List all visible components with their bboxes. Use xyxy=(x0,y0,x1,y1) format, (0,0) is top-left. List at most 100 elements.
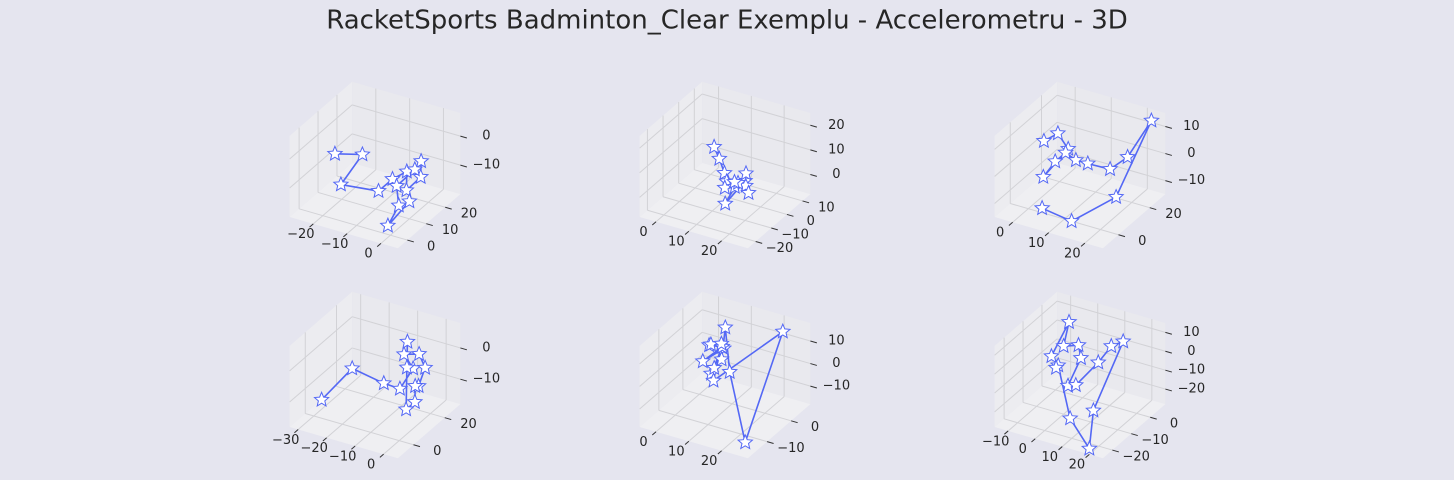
pane xyxy=(702,81,811,195)
y-tick-label: −20 xyxy=(1122,449,1149,464)
tick-mark xyxy=(802,200,810,204)
grid-line xyxy=(688,386,752,442)
grid-line xyxy=(298,208,408,241)
x-tick-label: 10 xyxy=(1042,450,1059,465)
data-point xyxy=(1047,358,1065,375)
grid-line xyxy=(289,316,353,372)
tick-mark xyxy=(810,340,818,344)
z-tick-label: 0 xyxy=(1187,344,1195,359)
data-point xyxy=(1060,313,1078,330)
grid-line xyxy=(701,331,811,365)
grid-line xyxy=(994,121,1058,177)
tick-mark xyxy=(1031,438,1036,443)
grid-line xyxy=(678,182,788,215)
data-point xyxy=(412,168,430,185)
grid-line xyxy=(701,309,811,342)
grid-line xyxy=(1007,376,1071,432)
y-tick-label: 0 xyxy=(811,420,819,435)
z-tick-label: 10 xyxy=(1183,119,1200,134)
grid-line xyxy=(639,118,703,174)
tick-mark xyxy=(426,223,433,227)
grid-line xyxy=(351,316,461,349)
grid-line xyxy=(305,413,414,446)
grid-line xyxy=(1041,175,1150,209)
grid-line xyxy=(647,209,756,242)
grid-line xyxy=(701,93,811,126)
x-tick-label: −10 xyxy=(321,237,348,252)
grid-line xyxy=(994,148,1058,204)
tick-mark xyxy=(1080,242,1086,247)
data-point xyxy=(406,393,424,410)
grid-line xyxy=(317,191,427,225)
data-point xyxy=(1089,353,1107,370)
data-point xyxy=(694,352,712,369)
y-tick-label: −20 xyxy=(766,241,793,256)
tick-mark xyxy=(1149,207,1157,211)
tick-mark xyxy=(1165,350,1173,354)
data-point xyxy=(399,332,416,349)
tick-mark xyxy=(810,385,818,389)
x-tick-label: 10 xyxy=(668,235,685,250)
z-tick-label: 0 xyxy=(1187,146,1195,161)
grid-line xyxy=(1056,357,1166,390)
x-tick-label: −20 xyxy=(287,227,314,242)
y-tick-label: −10 xyxy=(781,227,808,242)
tick-mark xyxy=(376,243,382,248)
data-point xyxy=(379,216,397,233)
x-tick-label: 0 xyxy=(367,457,375,472)
data-point xyxy=(1070,336,1087,353)
data-point xyxy=(736,433,754,450)
x-tick-label: 0 xyxy=(364,247,372,262)
x-tick-label: −10 xyxy=(982,434,1009,449)
tick-mark xyxy=(1165,331,1173,335)
y-tick-label: −10 xyxy=(777,441,804,456)
data-point xyxy=(721,363,739,380)
z-tick-label: 0 xyxy=(832,167,840,182)
tick-mark xyxy=(755,241,763,244)
grid-line xyxy=(655,167,719,223)
z-tick-label: −10 xyxy=(1178,363,1205,378)
tick-mark xyxy=(351,445,356,450)
tick-mark xyxy=(1165,153,1173,156)
x-tick-label: 0 xyxy=(1019,442,1027,457)
data-point xyxy=(774,322,792,339)
z-tick-label: −10 xyxy=(473,158,500,173)
tick-mark xyxy=(684,440,690,445)
tick-mark xyxy=(791,420,798,424)
x-tick-label: 0 xyxy=(639,435,647,450)
grid-line xyxy=(721,396,785,452)
pane xyxy=(639,372,811,459)
tick-mark xyxy=(651,431,657,436)
z-tick-label: 0 xyxy=(482,340,490,355)
tick-mark xyxy=(407,239,414,243)
tick-mark xyxy=(444,417,452,421)
grid-line xyxy=(336,175,446,208)
tick-mark xyxy=(810,173,818,177)
grid-line xyxy=(662,196,772,229)
data-point xyxy=(370,182,387,199)
data-point xyxy=(1143,111,1160,128)
data-point xyxy=(1043,347,1060,364)
data-point xyxy=(412,152,430,169)
data-point xyxy=(737,164,755,181)
grid-line xyxy=(289,133,353,189)
tick-mark xyxy=(1165,369,1173,373)
tick-mark xyxy=(1044,232,1050,237)
data-point xyxy=(1034,168,1052,185)
data-point xyxy=(1119,148,1136,165)
grid-line xyxy=(1034,384,1099,440)
grid-line xyxy=(1084,188,1148,244)
z-tick-label: −10 xyxy=(473,372,500,387)
data-point xyxy=(1057,143,1074,160)
tick-mark xyxy=(810,363,818,366)
grid-line xyxy=(326,383,390,439)
z-tick-label: 0 xyxy=(482,129,490,144)
y-tick-label: 10 xyxy=(442,223,459,238)
tick-mark xyxy=(445,206,452,210)
tick-mark xyxy=(1150,416,1157,420)
grid-line xyxy=(1041,385,1151,418)
data-point xyxy=(716,194,734,211)
grid-line xyxy=(1056,121,1166,155)
grid-line xyxy=(289,347,353,403)
